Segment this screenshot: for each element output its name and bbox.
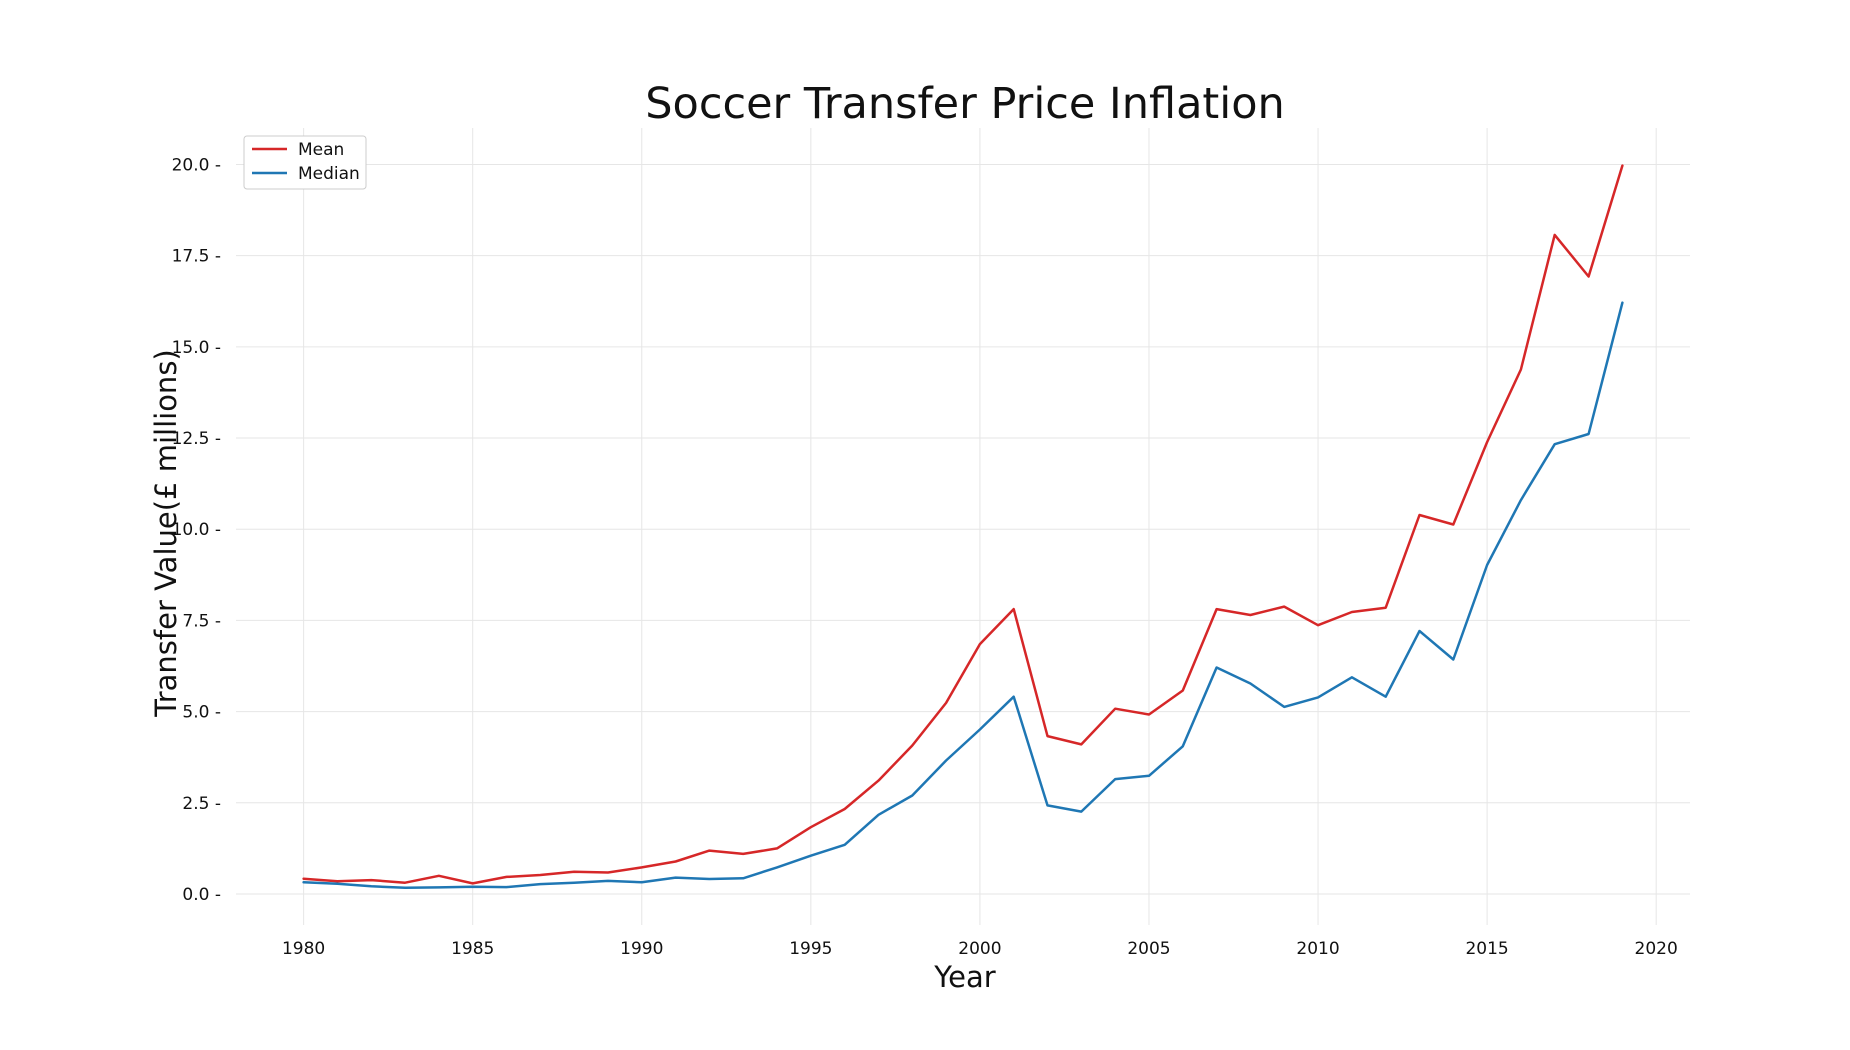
y-tick-label: 2.5 - [182, 794, 221, 814]
y-tick-label: 5.0 - [182, 703, 221, 723]
x-tick-label: 2005 [1127, 939, 1170, 959]
x-tick-label: 1990 [620, 939, 663, 959]
y-tick-label: 10.0 - [172, 520, 221, 540]
legend: Mean Median [243, 135, 367, 190]
y-tick-label: 15.0 - [172, 338, 221, 358]
tick-labels: 1980 1985 1990 1995 2000 2005 2010 2015 2020 0.0 … [172, 155, 1678, 959]
x-tick-label: 1980 [282, 939, 325, 959]
y-tick-label: 12.5 - [172, 429, 221, 449]
y-axis-title: Transfer Value(£ millions) [149, 349, 183, 717]
legend-label-median: Median [298, 164, 360, 184]
y-tick-label: 7.5 - [182, 611, 221, 631]
series-line-mean [302, 164, 1624, 885]
y-tick-label: 0.0 - [182, 885, 221, 905]
legend-label-mean: Mean [298, 140, 344, 160]
x-tick-label: 2000 [958, 939, 1001, 959]
y-tick-label: 17.5 - [172, 247, 221, 267]
x-tick-label: 2015 [1465, 939, 1508, 959]
x-tick-label: 1985 [451, 939, 494, 959]
grid-lines [236, 128, 1690, 925]
x-axis-title: Year [933, 960, 995, 994]
y-tick-label: 20.0 - [172, 155, 221, 175]
series-line-median [302, 301, 1624, 890]
chart-title: Soccer Transfer Price Inflation [645, 79, 1285, 129]
x-tick-label: 2010 [1296, 939, 1339, 959]
x-tick-label: 2020 [1635, 939, 1678, 959]
x-tick-label: 1995 [789, 939, 832, 959]
series-lines [302, 164, 1624, 890]
